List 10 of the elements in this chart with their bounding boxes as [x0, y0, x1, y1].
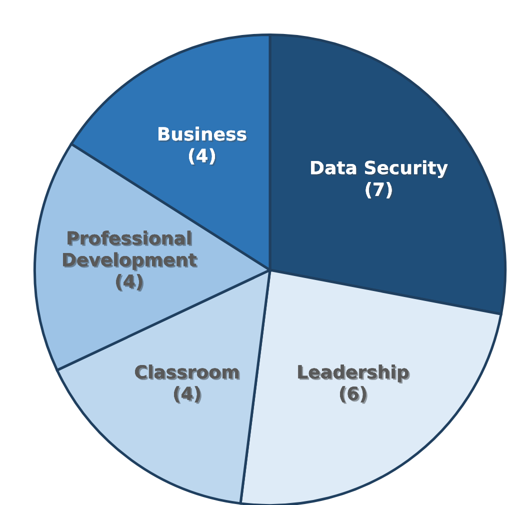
- slice-label: Classroom: [135, 364, 240, 380]
- data-label: (4): [189, 148, 216, 166]
- data-label: (4): [174, 386, 202, 404]
- data-label: (4): [116, 274, 144, 292]
- slice-label: Leadership: [298, 364, 410, 384]
- slice-label: Business: [158, 126, 248, 142]
- data-label: (6): [340, 386, 368, 404]
- slice-label: Professional Development: [63, 230, 198, 272]
- slice-label: Data Security: [311, 160, 450, 180]
- data-label: (7): [366, 182, 394, 200]
